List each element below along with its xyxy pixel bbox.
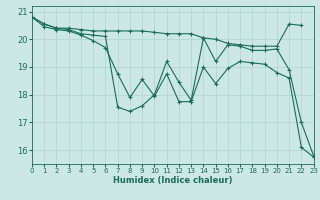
X-axis label: Humidex (Indice chaleur): Humidex (Indice chaleur) (113, 176, 233, 185)
